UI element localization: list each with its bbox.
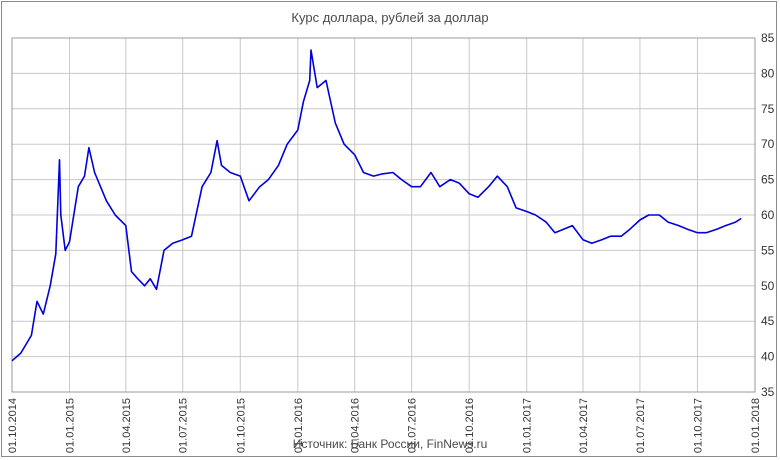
y-tick-label: 55 bbox=[761, 243, 775, 257]
series-layer bbox=[11, 49, 742, 362]
x-tick-label: 01.10.2016 bbox=[464, 398, 476, 453]
series-line-0 bbox=[11, 49, 742, 362]
chart-title: Курс доллара, рублей за доллар bbox=[291, 10, 489, 25]
x-axis-ticks: 01.10.2014 01.01.2015 01.04.2015 01.07.2015… bbox=[7, 398, 762, 453]
grid-lines bbox=[11, 37, 756, 393]
x-tick-label: 01.10.2015 bbox=[235, 398, 247, 453]
x-tick-label: 01.07.2016 bbox=[407, 398, 419, 453]
x-tick-label: 01.07.2017 bbox=[635, 398, 647, 453]
x-tick-label: 01.07.2015 bbox=[178, 398, 190, 453]
y-tick-label: 70 bbox=[761, 137, 775, 151]
x-tick-label: 01.01.2018 bbox=[750, 398, 762, 453]
y-tick-label: 40 bbox=[761, 350, 775, 364]
y-tick-label: 85 bbox=[761, 31, 775, 45]
x-tick-label: 01.01.2016 bbox=[293, 398, 305, 453]
x-tick-label: 01.10.2017 bbox=[692, 398, 704, 453]
x-tick-label: 01.04.2017 bbox=[578, 398, 590, 453]
y-tick-label: 35 bbox=[761, 385, 775, 399]
x-tick-label: 01.10.2014 bbox=[7, 398, 19, 453]
x-tick-label: 01.01.2017 bbox=[522, 398, 534, 453]
y-tick-label: 45 bbox=[761, 314, 775, 328]
source-note: Источник: Банк России, FinNews.ru bbox=[292, 437, 488, 451]
y-tick-label: 80 bbox=[761, 66, 775, 80]
y-tick-label: 60 bbox=[761, 208, 775, 222]
y-tick-label: 50 bbox=[761, 279, 775, 293]
x-tick-label: 01.04.2016 bbox=[350, 398, 362, 453]
x-tick-label: 01.01.2015 bbox=[65, 398, 77, 453]
x-tick-label: 01.04.2015 bbox=[121, 398, 133, 453]
y-tick-label: 65 bbox=[761, 173, 775, 187]
plot-border bbox=[11, 37, 756, 393]
y-axis-ticks: 35 40 45 50 55 60 65 70 75 80 85 bbox=[761, 31, 775, 399]
y-tick-label: 75 bbox=[761, 102, 775, 116]
